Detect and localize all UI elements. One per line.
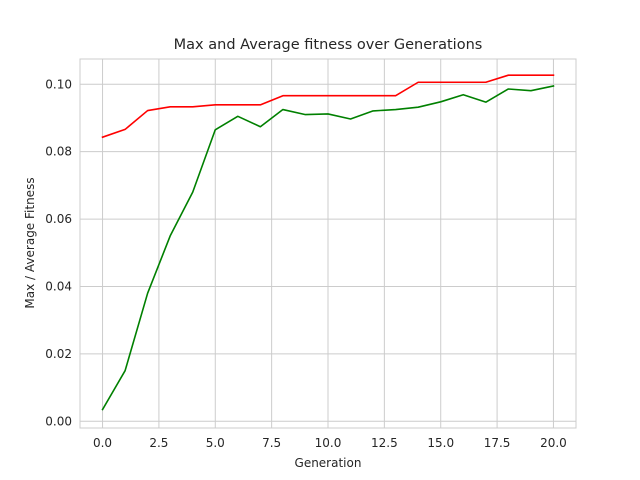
y-axis-label: Max / Average Fitness: [23, 177, 37, 308]
x-tick-label: 5.0: [206, 436, 225, 450]
y-tick-label: 0.08: [45, 145, 72, 159]
series-lines: [101, 74, 555, 411]
x-tick-label: 15.0: [427, 436, 454, 450]
chart-title: Max and Average fitness over Generations: [174, 37, 483, 53]
x-tick-label: 7.5: [262, 436, 281, 450]
y-tick-label: 0.04: [45, 279, 72, 293]
y-tick-label: 0.02: [45, 347, 72, 361]
x-tick-labels: 0.0 2.5 5.0 7.5 10.0 12.5 15.0 17.5 20.0: [93, 436, 567, 450]
x-axis-label: Generation: [295, 456, 362, 470]
x-tick-label: 0.0: [93, 436, 112, 450]
x-tick-label: 17.5: [484, 436, 511, 450]
x-tick-label: 12.5: [371, 436, 398, 450]
x-tick-label: 10.0: [315, 436, 342, 450]
max-fitness-line: [101, 74, 555, 139]
y-tick-label: 0.10: [45, 77, 72, 91]
y-tick-labels: 0.00 0.02 0.04 0.06 0.08 0.10: [45, 77, 72, 428]
average-fitness-line: [101, 85, 555, 411]
grid-lines: [80, 59, 576, 428]
y-tick-label: 0.06: [45, 212, 72, 226]
x-tick-label: 2.5: [149, 436, 168, 450]
y-tick-label: 0.00: [45, 414, 72, 428]
x-tick-label: 20.0: [540, 436, 567, 450]
plot-area-frame: [79, 58, 577, 429]
